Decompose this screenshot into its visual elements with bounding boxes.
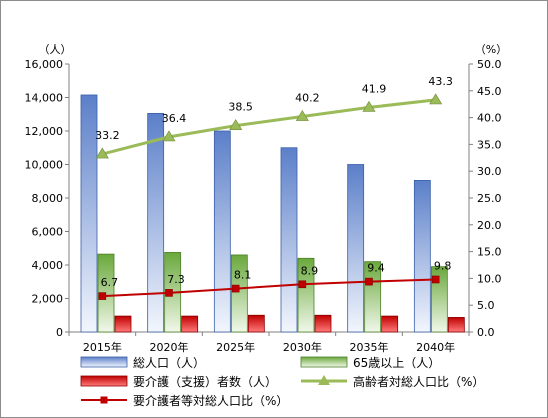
right-tick-label: 10.0 [477,272,502,285]
right-tick-label: 5.0 [477,299,495,312]
category-label: 2025年 [216,340,255,354]
bar-care-needed [247,314,265,333]
label-care-ratio: 7.3 [167,273,185,286]
left-tick-label: 4,000 [32,259,64,272]
category-label: 2015年 [83,340,122,354]
label-care-ratio: 9.4 [367,262,385,275]
category-label: 2020年 [150,340,189,354]
label-elderly-ratio: 41.9 [362,82,387,95]
left-tick-label: 12,000 [25,125,64,138]
right-tick-label: 15.0 [477,246,502,259]
marker-elderly-ratio [95,147,109,159]
marker-elderly-ratio [162,130,176,142]
legend-age65-plus-label: 65歳以上（人） [353,356,440,370]
bar-total-population [280,147,298,333]
right-tick-label: 25.0 [477,192,502,205]
label-care-ratio: 6.7 [101,276,119,289]
legend-total-population-swatch [80,356,128,368]
marker-care-ratio [98,292,107,300]
bar-age65-plus [230,254,248,333]
legend-elderly-ratio-swatch-marker [318,375,330,385]
legend-care-needed-swatch [80,375,128,387]
bar-total-population [413,180,431,333]
label-elderly-ratio: 40.2 [295,92,320,105]
bar-care-needed [447,317,465,333]
bar-total-population [213,130,231,333]
right-tick-label: 30.0 [477,165,502,178]
marker-care-ratio [298,280,307,289]
bar-age65-plus [297,257,315,333]
line-care-ratio [102,278,436,298]
bar-care-needed [181,315,199,333]
label-elderly-ratio: 43.3 [428,75,453,88]
left-tick-label: 6,000 [32,226,64,239]
left-tick-label: 2,000 [32,293,64,306]
bar-care-needed [381,315,399,333]
label-elderly-ratio: 36.4 [162,112,187,125]
right-tick-label: 35.0 [477,138,502,151]
marker-care-ratio [431,275,440,284]
label-elderly-ratio: 33.2 [95,129,120,142]
legend-care-ratio-label: 要介護者等対総人口比（%） [133,393,288,408]
marker-elderly-ratio [429,93,443,105]
line-elderly-ratio [101,98,436,156]
bar-total-population [347,164,365,333]
right-tick-label: 0.0 [477,326,495,339]
marker-elderly-ratio [229,119,243,130]
marker-care-ratio [365,277,373,286]
left-tick-label: 8,000 [32,192,64,205]
label-care-ratio: 8.9 [301,264,319,277]
left-tick-label: 10,000 [25,159,64,172]
left-tick-label: 0 [56,326,63,339]
bar-care-needed [314,314,332,333]
legend-elderly-ratio-label: 高齢者対総人口比（%） [353,374,484,389]
bar-total-population [147,113,165,333]
label-care-ratio: 8.1 [234,269,252,282]
left-tick-label: 14,000 [25,92,64,105]
legend-total-population-label: 総人口（人） [133,356,205,370]
marker-elderly-ratio [295,109,309,121]
right-tick-label: 50.0 [477,58,502,71]
marker-care-ratio [165,289,173,297]
legend-care-needed-label: 要介護（支援）者数（人） [133,374,277,389]
bar-total-population [80,94,98,333]
legend-care-ratio-swatch-marker [100,396,108,404]
left-axis-unit: （人） [39,43,72,56]
right-tick-label: 20.0 [477,219,502,232]
right-tick-label: 45.0 [477,85,502,98]
left-tick-label: 16,000 [25,58,64,71]
marker-elderly-ratio [362,100,376,112]
right-tick-label: 40.0 [477,112,502,125]
category-label: 2035年 [350,340,389,354]
category-label: 2040年 [416,340,455,354]
right-axis-unit: （%） [475,43,507,56]
category-label: 2030年 [283,340,322,354]
label-care-ratio: 9.8 [434,259,452,272]
label-elderly-ratio: 38.5 [228,101,253,114]
bar-care-needed [114,315,132,333]
legend-age65-plus-swatch [300,356,348,368]
marker-care-ratio [231,284,240,293]
